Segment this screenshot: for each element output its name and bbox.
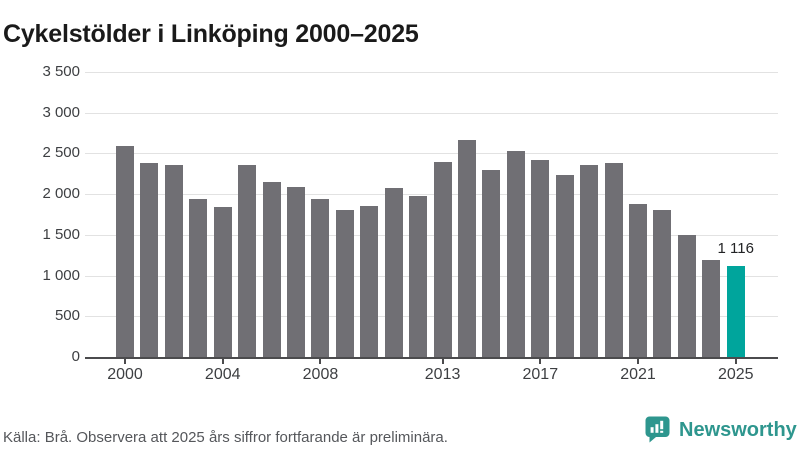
chart-bar-highlighted (726, 266, 745, 357)
chart-bar (360, 205, 379, 357)
y-axis-tick-label: 3 000 (42, 103, 80, 121)
chart-bar (677, 234, 696, 357)
gridline (85, 316, 778, 318)
brand-name: Newsworthy (679, 418, 797, 441)
chart-bar (531, 159, 550, 357)
chart-bar (653, 210, 672, 357)
x-axis-tick-label: 2013 (424, 366, 461, 383)
gridline (85, 275, 778, 277)
chart-bar (287, 186, 305, 357)
chart-bar (482, 169, 501, 357)
x-axis-tick-label: 2017 (522, 366, 559, 383)
chart-bar (580, 164, 599, 357)
x-axis-tick-label: 2021 (620, 366, 656, 383)
chart-bar (433, 161, 452, 357)
x-axis-tick (637, 359, 640, 364)
gridline (85, 72, 778, 73)
chart-bar (213, 207, 232, 357)
y-axis-tick-label: 0 (71, 348, 80, 365)
gridline (85, 112, 778, 114)
y-axis-tick-label: 3 500 (42, 63, 80, 80)
chart-bar (702, 260, 721, 357)
x-axis-tick (319, 359, 322, 364)
chart-bar (116, 146, 134, 357)
x-axis-tick-label: 2000 (107, 366, 143, 383)
x-axis-tick-label: 2008 (302, 366, 339, 383)
chart-bar (629, 203, 648, 357)
y-axis-tick-label: 1 000 (42, 266, 80, 284)
source-note: Källa: Brå. Observera att 2025 års siffr… (3, 429, 448, 446)
gridline (85, 234, 778, 236)
chart-title: Cykelstölder i Linköping 2000–2025 (3, 19, 419, 48)
gridline (85, 153, 778, 155)
chart-bar (384, 187, 403, 357)
chart-bar (506, 150, 525, 357)
x-axis-tick (539, 359, 542, 364)
chart-bar (555, 174, 574, 357)
chart-bar (604, 163, 623, 357)
chart-bar (458, 140, 477, 357)
chart-bar (140, 163, 159, 357)
brand-logo: Newsworthy (645, 416, 797, 443)
x-axis-tick (221, 359, 224, 364)
bar-value-label: 1 116 (717, 240, 754, 258)
chart-bar (164, 164, 183, 357)
y-axis-tick-label: 2 500 (42, 144, 80, 162)
chart-bar (409, 195, 428, 357)
y-axis-tick-label: 2 000 (42, 185, 80, 203)
chart-bar (238, 164, 257, 357)
newsworthy-speech-bubble-bar-chart-icon (645, 416, 670, 443)
chart-bar (311, 199, 330, 357)
chart-bar (189, 199, 208, 357)
x-axis-tick (734, 359, 737, 364)
chart-bar (262, 181, 281, 357)
gridline (85, 194, 778, 196)
x-axis-tick-label: 2004 (204, 366, 241, 383)
x-axis-line (85, 357, 778, 359)
x-axis-tick (124, 359, 126, 364)
y-axis-tick-label: 500 (54, 307, 80, 325)
y-axis-tick-label: 1 500 (42, 225, 80, 243)
chart-bar (335, 209, 354, 357)
x-axis-tick-label: 2025 (717, 366, 754, 383)
x-axis-tick (441, 359, 444, 364)
